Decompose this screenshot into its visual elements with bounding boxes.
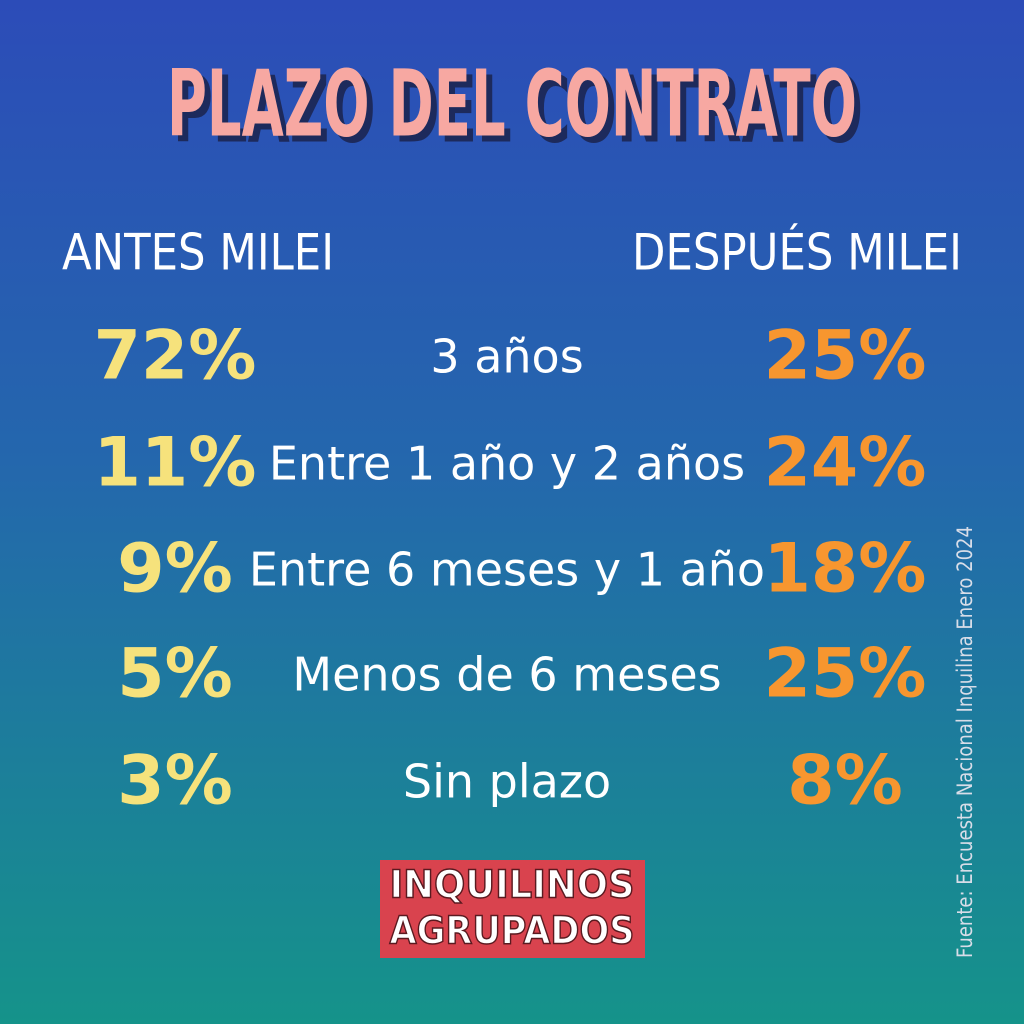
logo-text: AGRUPADOS: [390, 909, 635, 953]
before-value: 5%: [117, 635, 232, 714]
row-label: Menos de 6 meses: [292, 648, 721, 702]
rows: 72% 3 años 25% 11% Entre 1 año y 2 años 24% 9%…: [94, 317, 927, 821]
row-label: Entre 1 año y 2 años: [269, 437, 745, 491]
title-shadow: PLAZO DEL CONTRATO: [173, 56, 863, 163]
before-value: 3%: [117, 742, 232, 821]
after-value: 18%: [764, 530, 927, 609]
before-value: 72%: [94, 317, 257, 396]
title: PLAZO DEL CONTRATO: [167, 50, 857, 157]
source: Fuente: Encuesta Nacional Inquilina Ener…: [953, 526, 977, 958]
after-value: 8%: [787, 742, 902, 821]
after-value: 24%: [764, 424, 927, 503]
column-header: ANTES MILEI: [62, 224, 334, 282]
before-value: 11%: [94, 424, 257, 503]
row-label: Entre 6 meses y 1 año: [249, 543, 765, 597]
row-label: 3 años: [430, 330, 583, 384]
logo-text: INQUILINOS: [390, 863, 635, 907]
row-label: Sin plazo: [403, 755, 611, 809]
logo-box: [380, 860, 645, 958]
after-value: 25%: [764, 317, 927, 396]
after-value: 25%: [764, 635, 927, 714]
column-header: DESPUÉS MILEI: [632, 223, 962, 282]
before-value: 9%: [117, 530, 232, 609]
